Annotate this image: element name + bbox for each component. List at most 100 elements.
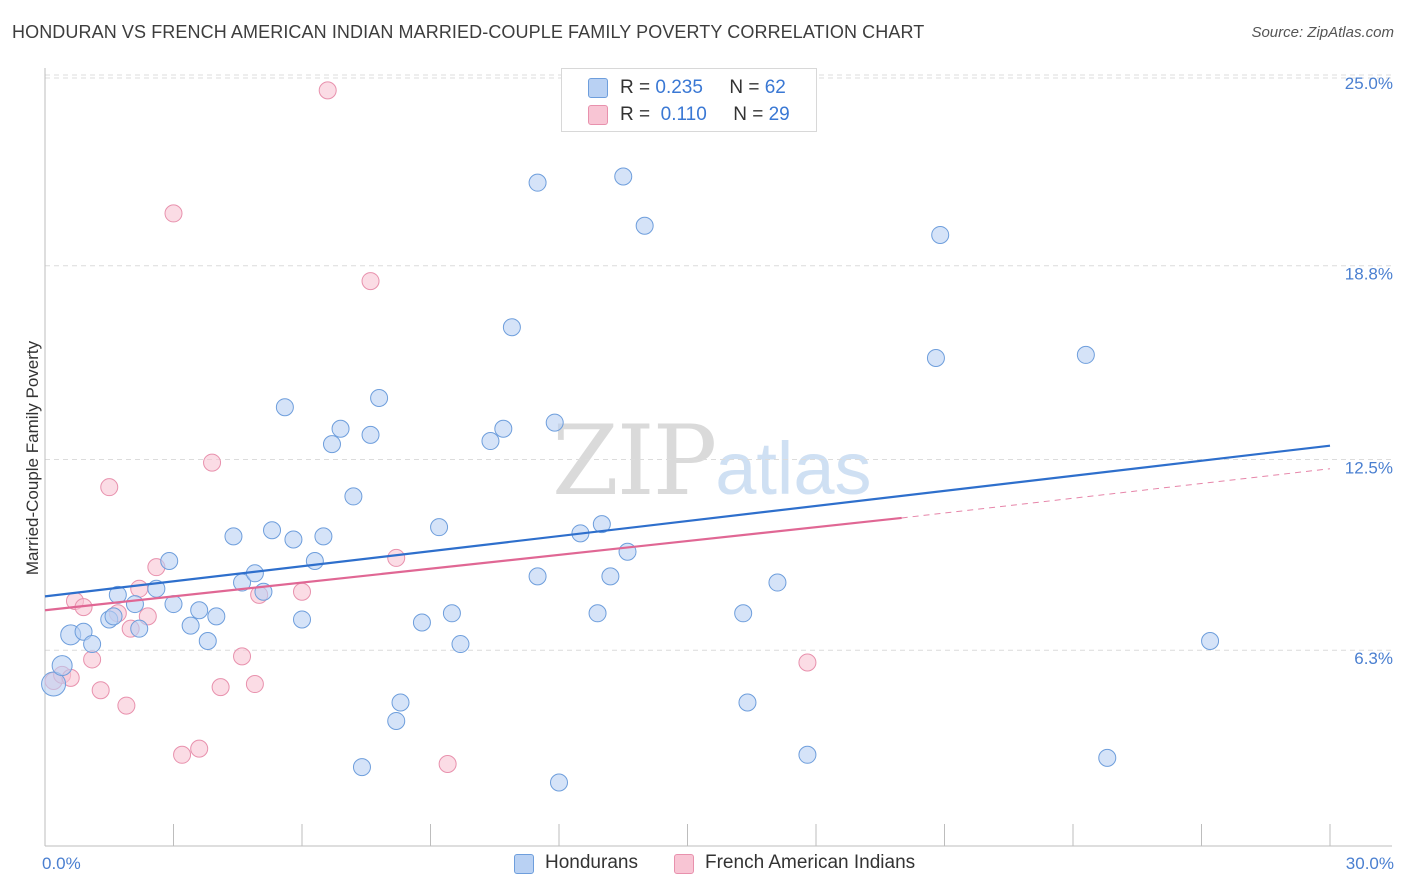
data-point-honduran — [344, 487, 363, 506]
data-point-honduran — [451, 635, 470, 654]
trend-line-french — [44, 516, 902, 612]
french-swatch — [674, 854, 694, 874]
grid-lines — [45, 74, 1392, 651]
data-point-french — [83, 650, 102, 669]
data-point-honduran — [550, 773, 568, 792]
data-point-honduran — [528, 173, 547, 192]
data-point-honduran — [798, 745, 817, 764]
x-tick-label: 30.0% — [1346, 854, 1394, 873]
watermark: ZIPatlas — [552, 405, 872, 517]
data-point-honduran — [224, 527, 243, 546]
source-credit: Source: ZipAtlas.com — [1251, 24, 1394, 41]
data-point-french — [233, 647, 252, 666]
data-point-honduran — [51, 655, 73, 677]
n-value: 62 — [764, 77, 786, 98]
data-point-honduran — [322, 435, 341, 454]
n-label: N = — [733, 104, 764, 125]
watermark-zip: ZIP — [552, 405, 717, 517]
data-point-honduran — [926, 348, 945, 367]
data-point-honduran — [314, 527, 333, 546]
data-point-french — [117, 696, 136, 715]
legend-label: French American Indians — [705, 852, 916, 873]
data-point-honduran — [181, 616, 200, 635]
data-point-honduran — [83, 635, 102, 654]
data-point-honduran — [263, 521, 282, 540]
data-point-honduran — [545, 413, 564, 432]
data-point-french — [318, 81, 337, 100]
tick-labels: 6.3% 12.5% 18.8% 25.0% 0.0% 30.0% — [42, 74, 1394, 873]
hondurans-swatch — [588, 78, 608, 98]
data-point-honduran — [198, 631, 217, 650]
legend-label: Hondurans — [545, 852, 638, 873]
data-point-honduran — [305, 552, 324, 571]
data-point-honduran — [931, 225, 950, 244]
watermark-atlas: atlas — [715, 427, 872, 510]
data-point-honduran — [284, 530, 303, 549]
trend-lines — [44, 444, 1331, 612]
data-point-honduran — [1076, 345, 1095, 364]
data-point-french — [293, 582, 311, 601]
trend-line-hondurans — [44, 444, 1331, 598]
data-point-french — [190, 739, 209, 758]
data-point-french — [100, 478, 119, 497]
data-point-honduran — [481, 432, 500, 451]
data-point-honduran — [614, 167, 633, 186]
y-tick-label: 12.5% — [1345, 459, 1393, 478]
data-point-honduran — [442, 604, 461, 623]
data-point-honduran — [41, 671, 67, 697]
data-point-honduran — [361, 425, 380, 444]
data-point-honduran — [130, 619, 149, 638]
data-point-honduran — [1098, 748, 1117, 767]
y-tick-label: 25.0% — [1345, 74, 1393, 93]
data-point-honduran — [160, 552, 179, 571]
data-point-honduran — [74, 622, 93, 641]
y-axis-label: Married-Couple Family Poverty — [23, 340, 42, 575]
axes — [44, 68, 1392, 847]
data-point-honduran — [494, 419, 513, 438]
data-point-honduran — [734, 604, 753, 623]
x-tick-label: 0.0% — [42, 854, 81, 873]
data-point-honduran — [502, 318, 521, 337]
y-tick-label: 6.3% — [1354, 649, 1393, 668]
data-point-honduran — [1201, 631, 1220, 650]
data-point-honduran — [635, 216, 654, 235]
data-point-french — [203, 453, 222, 472]
data-point-honduran — [104, 607, 123, 626]
data-point-french — [387, 548, 406, 567]
chart-title: HONDURAN VS FRENCH AMERICAN INDIAN MARRI… — [12, 22, 925, 42]
data-point-honduran — [293, 610, 311, 629]
hondurans-swatch — [514, 854, 534, 874]
data-point-french — [130, 579, 149, 598]
data-point-french — [798, 653, 817, 672]
french-swatch — [588, 105, 608, 125]
legend-stats: R = 0.235 N = 62 R = 0.110 N = 29 — [561, 68, 817, 132]
r-value: 0.235 — [655, 77, 703, 98]
data-point-honduran — [412, 613, 431, 632]
data-point-french — [138, 607, 157, 626]
data-point-french — [211, 678, 230, 697]
y-tick-label: 18.8% — [1345, 265, 1393, 284]
data-point-honduran — [391, 693, 410, 712]
data-point-honduran — [601, 567, 620, 586]
data-point-french — [245, 675, 264, 694]
n-label: N = — [729, 77, 760, 98]
trend-line-french-extension — [901, 468, 1331, 519]
data-point-honduran — [588, 604, 607, 623]
data-point-honduran — [738, 693, 757, 712]
data-point-honduran — [190, 601, 209, 620]
data-point-honduran — [370, 388, 389, 407]
data-point-honduran — [528, 567, 547, 586]
data-point-french — [173, 745, 192, 764]
data-point-french — [91, 681, 110, 700]
data-point-honduran — [125, 595, 144, 614]
data-point-honduran — [207, 607, 226, 626]
data-point-honduran — [430, 518, 449, 537]
data-point-honduran — [352, 758, 371, 777]
r-label: R = — [620, 104, 651, 125]
data-point-honduran — [592, 515, 611, 534]
data-point-honduran — [387, 711, 406, 730]
data-point-french — [438, 755, 457, 774]
french-points — [44, 81, 817, 774]
r-value: 0.110 — [660, 104, 707, 125]
data-point-french — [361, 272, 380, 291]
